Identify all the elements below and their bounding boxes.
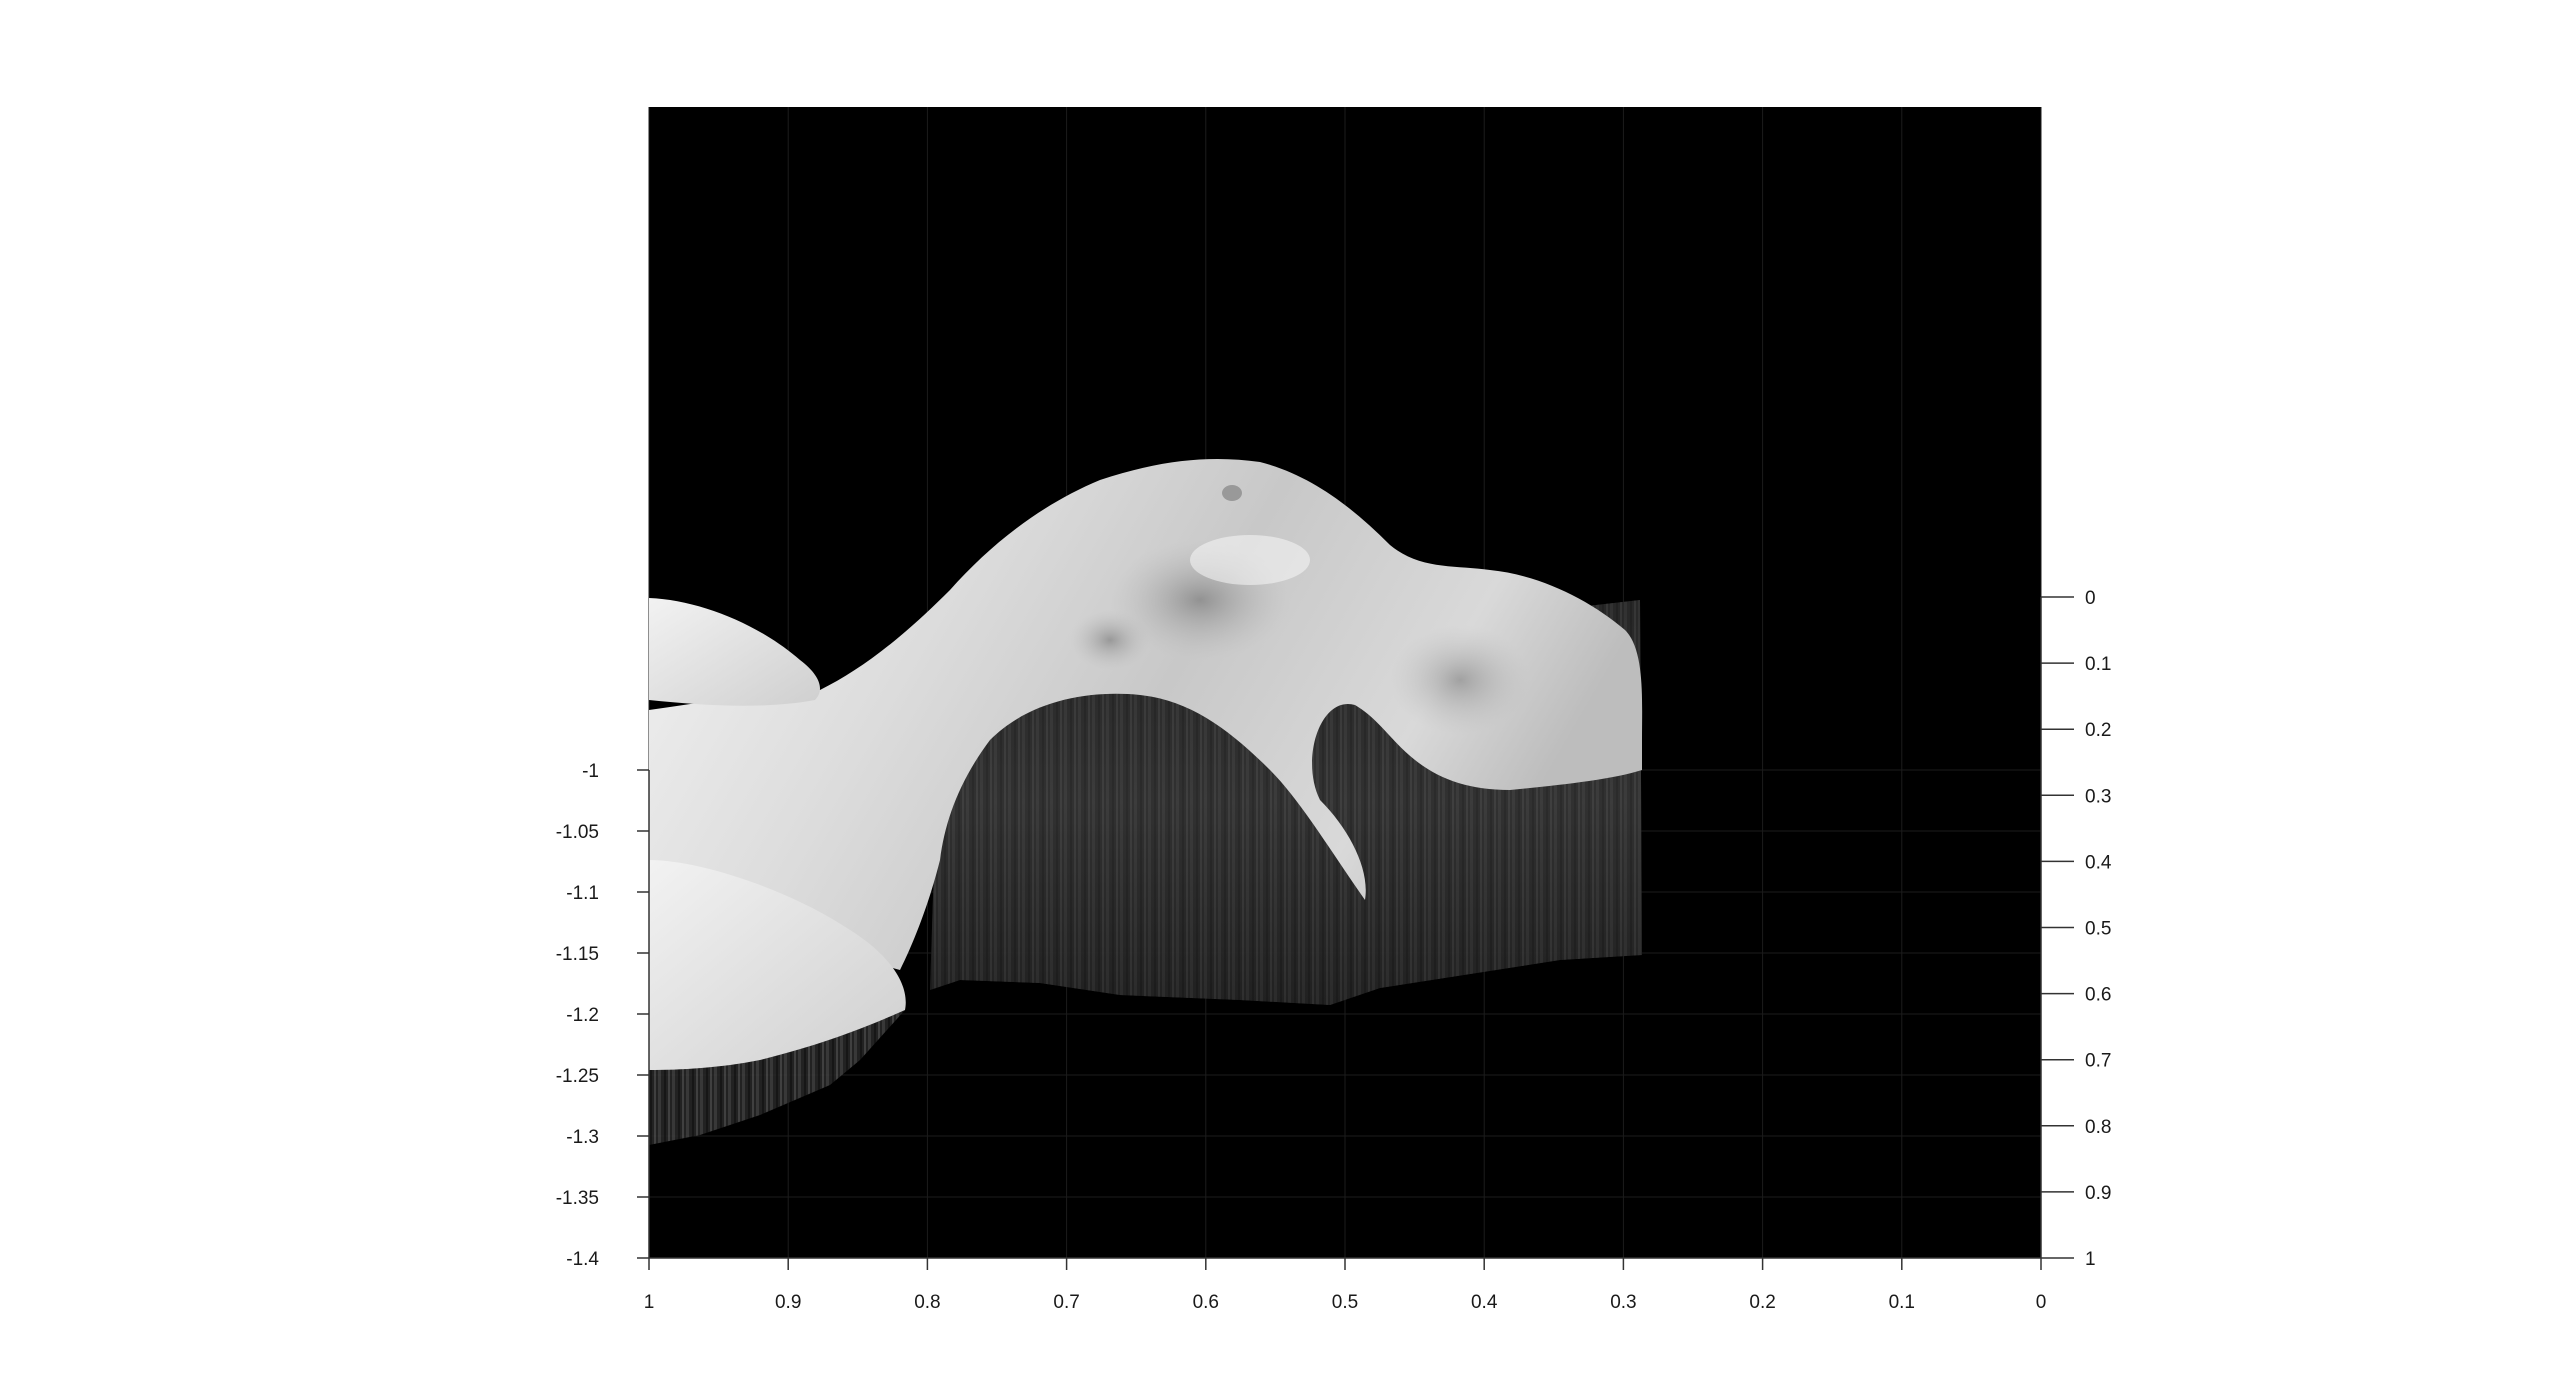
x-tick-label: 1 — [644, 1292, 655, 1313]
surface-highlight — [1190, 535, 1310, 585]
z-tick-label: -1.2 — [566, 1005, 599, 1026]
x-tick-label: 0.4 — [1471, 1292, 1498, 1313]
z-tick-label: -1.35 — [556, 1188, 599, 1209]
y-tick-label: 0.7 — [2085, 1051, 2111, 1072]
y-tick-label: 0.8 — [2085, 1117, 2111, 1138]
x-tick-label: 0.8 — [914, 1292, 940, 1313]
x-tick-label: 0 — [2036, 1292, 2047, 1313]
x-tick-label: 0.7 — [1053, 1292, 1079, 1313]
x-tick-label: 0.2 — [1749, 1292, 1775, 1313]
y-tick-label: 0 — [2085, 588, 2096, 609]
y-tick-label: 0.2 — [2085, 720, 2111, 741]
y-tick-label: 0.1 — [2085, 654, 2111, 675]
y-tick-label: 0.9 — [2085, 1183, 2111, 1204]
x-tick-label: 0.1 — [1889, 1292, 1915, 1313]
x-tick-label: 0.9 — [775, 1292, 801, 1313]
y-tick-label: 1 — [2085, 1249, 2096, 1270]
x-tick-label: 0.6 — [1193, 1292, 1219, 1313]
z-tick-label: -1.25 — [556, 1066, 599, 1087]
y-tick-label: 0.4 — [2085, 852, 2112, 873]
y-tick-label: 0.6 — [2085, 985, 2111, 1006]
y-tick-label: 0.5 — [2085, 919, 2111, 940]
z-tick-label: -1.1 — [566, 883, 599, 904]
surface-shadow-accent-3 — [1070, 610, 1150, 670]
z-tick-label: -1.4 — [566, 1249, 599, 1270]
z-tick-label: -1 — [582, 761, 599, 782]
z-tick-label: -1.05 — [556, 822, 599, 843]
surface-shadow-accent-2 — [1390, 625, 1530, 735]
y-axis: 0 0.1 0.2 0.3 0.4 0.5 0.6 0.7 0.8 0.9 1 — [2041, 588, 2112, 1270]
x-tick-label: 0.5 — [1332, 1292, 1358, 1313]
z-tick-label: -1.15 — [556, 944, 599, 965]
x-tick-label: 0.3 — [1610, 1292, 1636, 1313]
z-tick-label: -1.3 — [566, 1127, 599, 1148]
x-axis: 1 0.9 0.8 0.7 0.6 0.5 0.4 0.3 0.2 0.1 0 — [644, 1258, 2047, 1313]
surface-dimple — [1222, 485, 1242, 501]
z-axis: -1 -1.05 -1.1 -1.15 -1.2 -1.25 -1.3 -1.35 -1.4 — [556, 761, 649, 1270]
y-tick-label: 0.3 — [2085, 786, 2111, 807]
